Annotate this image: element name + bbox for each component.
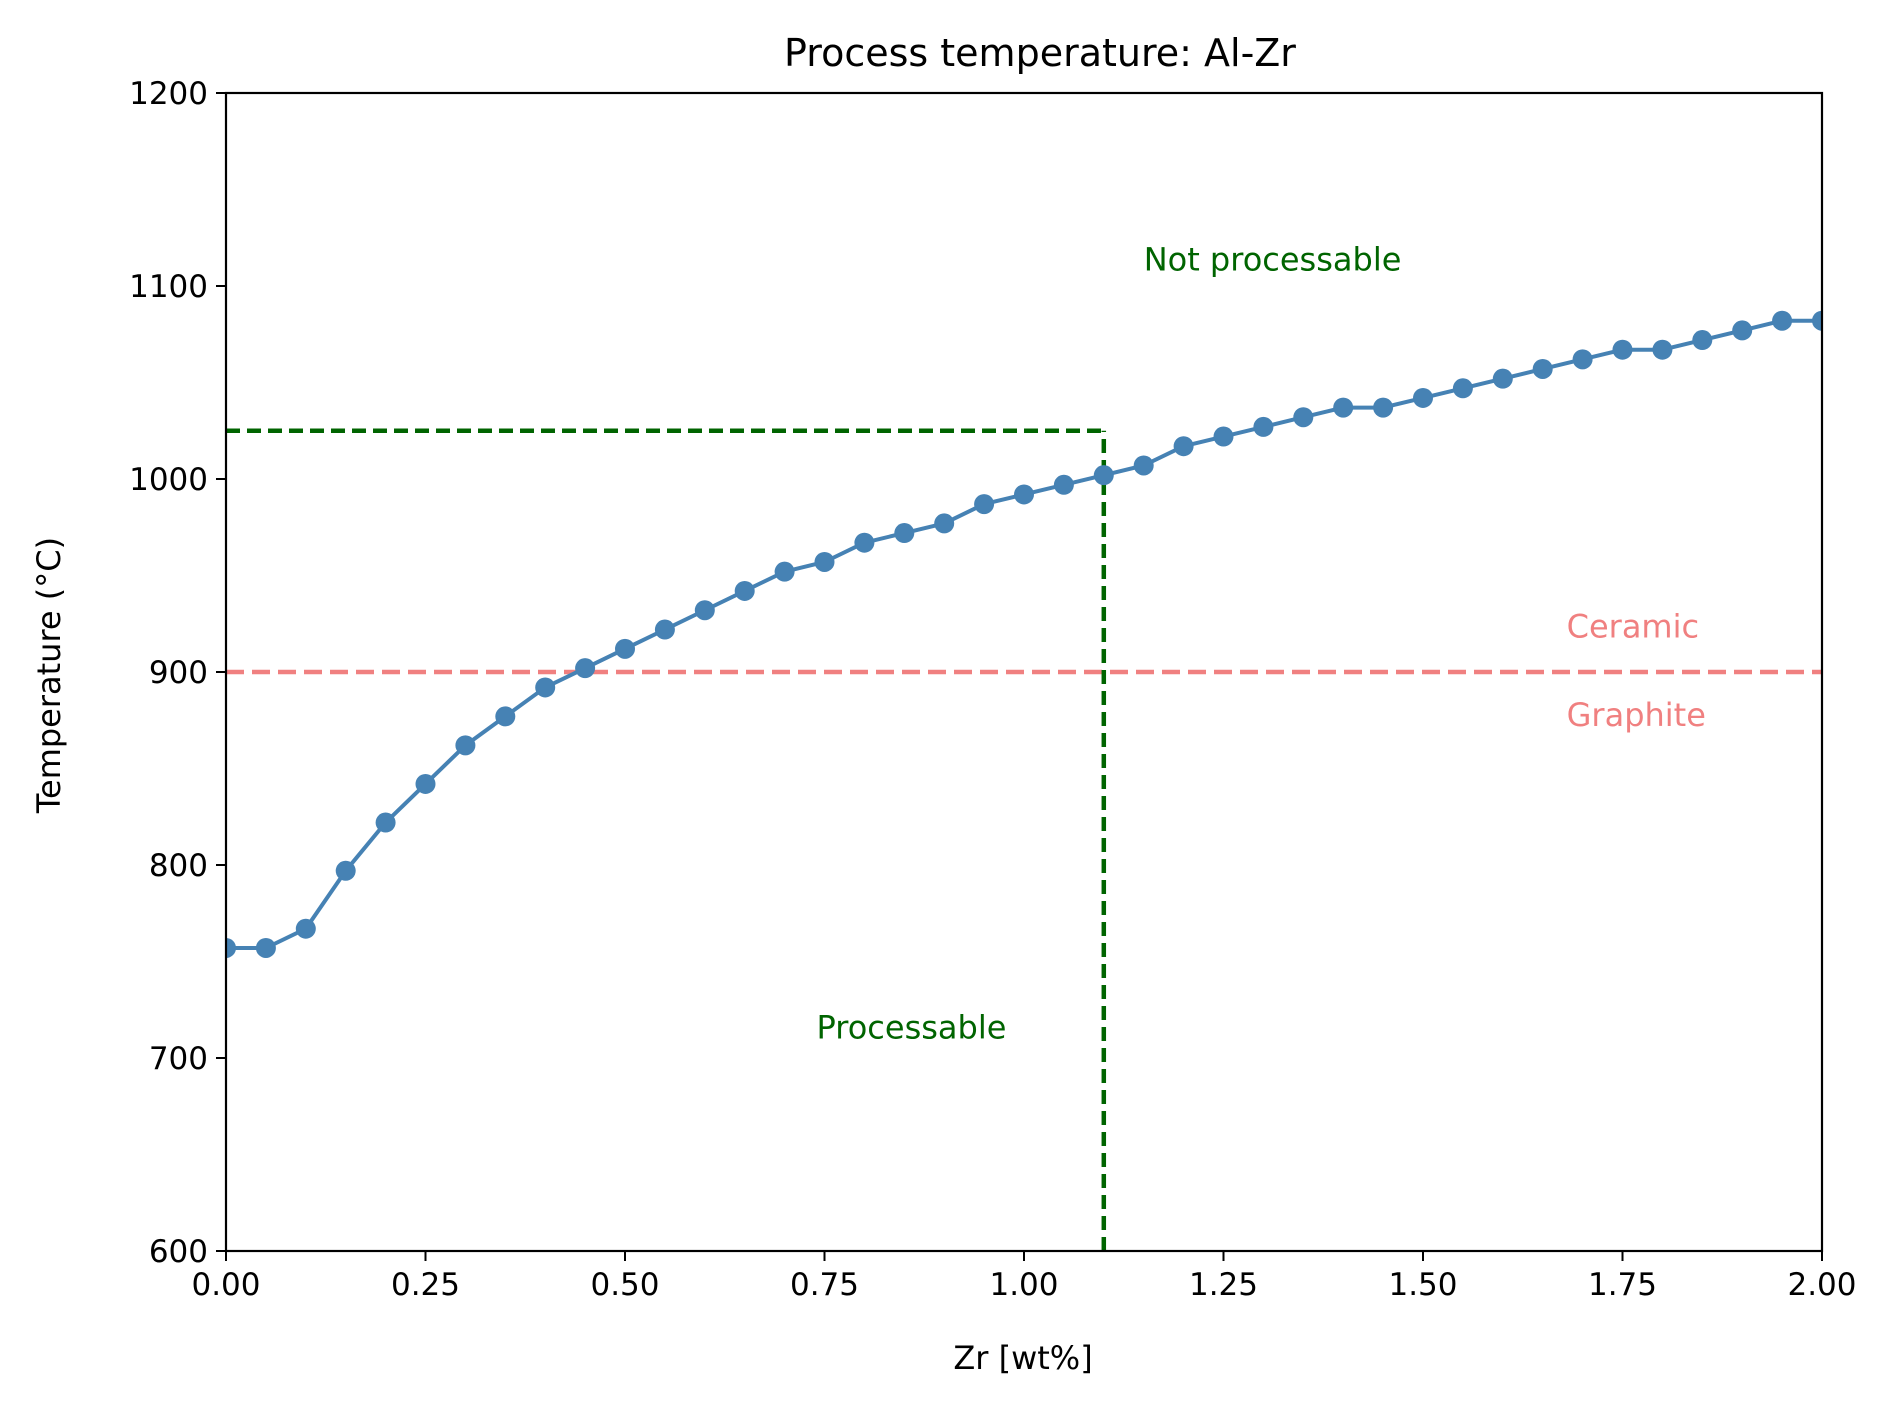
- x-axis-label: Zr [wt%]: [953, 1339, 1092, 1377]
- plot-marks: [226, 310, 1822, 1251]
- y-tick-label: 700: [149, 1041, 208, 1077]
- y-tick-label: 1100: [129, 269, 208, 305]
- data-point: [1213, 426, 1234, 447]
- y-tick-label: 900: [149, 655, 208, 691]
- data-point: [495, 706, 516, 727]
- data-point: [1772, 310, 1793, 331]
- data-point: [226, 937, 236, 958]
- data-point: [535, 677, 556, 698]
- x-tick-label: 1.75: [1588, 1267, 1657, 1303]
- x-tick-label: 0.25: [391, 1267, 460, 1303]
- chart-title: Process temperature: Al-Zr: [784, 31, 1296, 75]
- data-point: [654, 619, 675, 640]
- data-point: [894, 523, 915, 544]
- x-tick-label: 1.25: [1189, 1267, 1258, 1303]
- x-tick-label: 1.00: [989, 1267, 1058, 1303]
- y-axis-label: Temperature (°C): [30, 537, 68, 814]
- data-point: [1812, 310, 1822, 331]
- y-tick-label: 800: [149, 848, 208, 884]
- annotation-label: Ceramic: [1567, 607, 1699, 645]
- data-point: [455, 735, 476, 756]
- data-point: [1053, 474, 1074, 495]
- data-point: [1333, 397, 1354, 418]
- data-point: [1692, 330, 1713, 351]
- data-point: [375, 812, 396, 833]
- data-point: [415, 773, 436, 794]
- data-point: [774, 561, 795, 582]
- data-point: [1572, 349, 1593, 370]
- x-tick-label: 0.00: [191, 1267, 260, 1303]
- x-tick-label: 1.50: [1388, 1267, 1457, 1303]
- data-point: [1373, 397, 1394, 418]
- data-point: [1014, 484, 1034, 505]
- data-point: [1612, 339, 1633, 360]
- data-point: [1253, 416, 1274, 437]
- data-point: [1413, 387, 1433, 408]
- data-point: [1293, 407, 1314, 428]
- y-tick-label: 1000: [129, 462, 208, 498]
- data-point: [814, 551, 835, 572]
- annotation-label: Processable: [817, 1009, 1007, 1047]
- data-point: [854, 532, 875, 553]
- y-tick-label: 1200: [129, 76, 208, 112]
- data-point: [1133, 455, 1154, 476]
- data-point: [1093, 465, 1114, 486]
- data-point: [1173, 436, 1194, 457]
- data-point: [1732, 320, 1753, 341]
- data-point: [575, 658, 596, 679]
- data-point: [974, 494, 995, 515]
- annotation-label: Not processable: [1144, 241, 1402, 279]
- data-point: [615, 638, 635, 659]
- data-point: [1492, 368, 1513, 389]
- data-point: [255, 937, 276, 958]
- annotation-label: Graphite: [1567, 696, 1706, 734]
- data-point: [934, 513, 955, 534]
- data-point: [295, 918, 316, 939]
- x-tick-label: 0.75: [790, 1267, 859, 1303]
- data-point: [694, 600, 715, 621]
- x-tick-label: 0.50: [590, 1267, 659, 1303]
- data-point: [1532, 358, 1553, 379]
- data-point: [1652, 339, 1673, 360]
- data-point: [734, 580, 755, 601]
- data-point: [335, 860, 356, 881]
- data-point: [1452, 378, 1473, 399]
- x-tick-label: 2.00: [1787, 1267, 1856, 1303]
- plot-area: Not processable Processable Ceramic Graphit…: [129, 76, 1856, 1303]
- y-tick-label: 600: [149, 1234, 208, 1270]
